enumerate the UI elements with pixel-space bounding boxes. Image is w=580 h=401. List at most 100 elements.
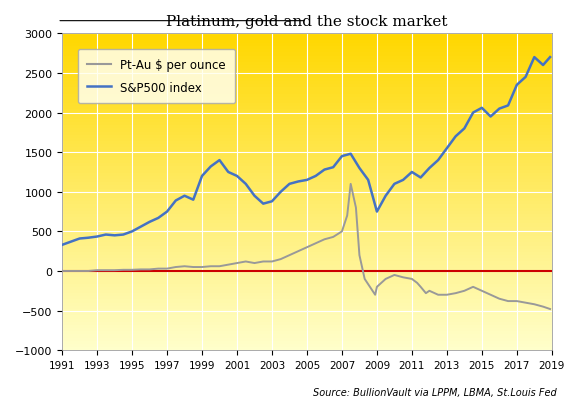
Text: Source: BullionVault via LPPM, LBMA, St.Louis Fed: Source: BullionVault via LPPM, LBMA, St.… bbox=[313, 387, 557, 397]
Bar bbox=[62, 328, 552, 331]
Bar bbox=[62, 344, 552, 347]
Bar bbox=[62, 139, 552, 142]
Bar bbox=[62, 215, 552, 218]
Bar bbox=[62, 41, 552, 44]
Bar bbox=[62, 148, 552, 151]
Bar bbox=[62, 47, 552, 50]
Bar bbox=[62, 312, 552, 316]
Legend: Pt-Au $ per ounce, S&P500 index: Pt-Au $ per ounce, S&P500 index bbox=[78, 50, 235, 104]
Bar bbox=[62, 347, 552, 350]
Bar bbox=[62, 167, 552, 170]
Bar bbox=[62, 94, 552, 97]
Bar bbox=[62, 246, 552, 249]
Bar bbox=[62, 88, 552, 91]
Bar bbox=[62, 319, 552, 322]
Bar bbox=[62, 192, 552, 195]
Bar bbox=[62, 119, 552, 123]
Bar bbox=[62, 69, 552, 72]
Bar bbox=[62, 59, 552, 63]
Bar bbox=[62, 218, 552, 221]
Bar bbox=[62, 170, 552, 173]
Bar bbox=[62, 334, 552, 338]
Bar bbox=[62, 255, 552, 259]
Bar bbox=[62, 322, 552, 325]
Bar bbox=[62, 132, 552, 136]
Bar bbox=[62, 338, 552, 341]
Bar bbox=[62, 57, 552, 59]
Bar bbox=[62, 176, 552, 180]
Bar bbox=[62, 208, 552, 211]
Bar bbox=[62, 274, 552, 277]
Bar bbox=[62, 91, 552, 94]
Bar bbox=[62, 164, 552, 167]
Bar bbox=[62, 237, 552, 240]
Bar bbox=[62, 66, 552, 69]
Bar bbox=[62, 284, 552, 287]
Bar bbox=[62, 154, 552, 158]
Bar bbox=[62, 50, 552, 53]
Bar bbox=[62, 205, 552, 208]
Bar bbox=[62, 290, 552, 294]
Bar bbox=[62, 79, 552, 82]
Bar bbox=[62, 158, 552, 161]
Bar bbox=[62, 240, 552, 243]
Bar bbox=[62, 180, 552, 183]
Bar bbox=[62, 325, 552, 328]
Bar bbox=[62, 53, 552, 57]
Bar bbox=[62, 303, 552, 306]
Bar bbox=[62, 252, 552, 255]
Bar bbox=[62, 202, 552, 205]
Bar bbox=[62, 287, 552, 290]
Bar bbox=[62, 271, 552, 274]
Bar bbox=[62, 72, 552, 75]
Bar bbox=[62, 297, 552, 300]
Bar bbox=[62, 110, 552, 113]
Bar bbox=[62, 331, 552, 334]
Bar bbox=[62, 316, 552, 319]
Bar bbox=[62, 101, 552, 104]
Bar bbox=[62, 161, 552, 164]
Bar bbox=[62, 341, 552, 344]
Bar bbox=[62, 136, 552, 139]
Bar bbox=[62, 104, 552, 107]
Bar bbox=[62, 151, 552, 154]
Bar bbox=[62, 259, 552, 262]
Bar bbox=[62, 281, 552, 284]
Bar bbox=[62, 268, 552, 271]
Bar bbox=[62, 243, 552, 246]
Bar bbox=[62, 113, 552, 116]
Bar bbox=[62, 34, 552, 37]
Bar bbox=[62, 82, 552, 85]
Bar bbox=[62, 186, 552, 189]
Bar bbox=[62, 227, 552, 230]
Bar bbox=[62, 37, 552, 41]
Bar bbox=[62, 233, 552, 237]
Bar bbox=[62, 189, 552, 192]
Bar bbox=[62, 129, 552, 132]
Bar bbox=[62, 123, 552, 126]
Bar bbox=[62, 211, 552, 215]
Bar bbox=[62, 63, 552, 66]
Bar bbox=[62, 306, 552, 309]
Bar bbox=[62, 85, 552, 88]
Bar bbox=[62, 277, 552, 281]
Bar bbox=[62, 309, 552, 312]
Bar bbox=[62, 145, 552, 148]
Title: Platinum, gold and the stock market: Platinum, gold and the stock market bbox=[166, 15, 448, 29]
Bar bbox=[62, 75, 552, 79]
Bar bbox=[62, 224, 552, 227]
Bar bbox=[62, 97, 552, 101]
Bar bbox=[62, 300, 552, 303]
Bar bbox=[62, 249, 552, 252]
Bar bbox=[62, 265, 552, 268]
Bar bbox=[62, 195, 552, 198]
Bar bbox=[62, 230, 552, 233]
Bar bbox=[62, 116, 552, 119]
Bar bbox=[62, 221, 552, 224]
Bar bbox=[62, 126, 552, 129]
Bar bbox=[62, 44, 552, 47]
Bar bbox=[62, 294, 552, 297]
Bar bbox=[62, 107, 552, 110]
Bar bbox=[62, 183, 552, 186]
Bar bbox=[62, 142, 552, 145]
